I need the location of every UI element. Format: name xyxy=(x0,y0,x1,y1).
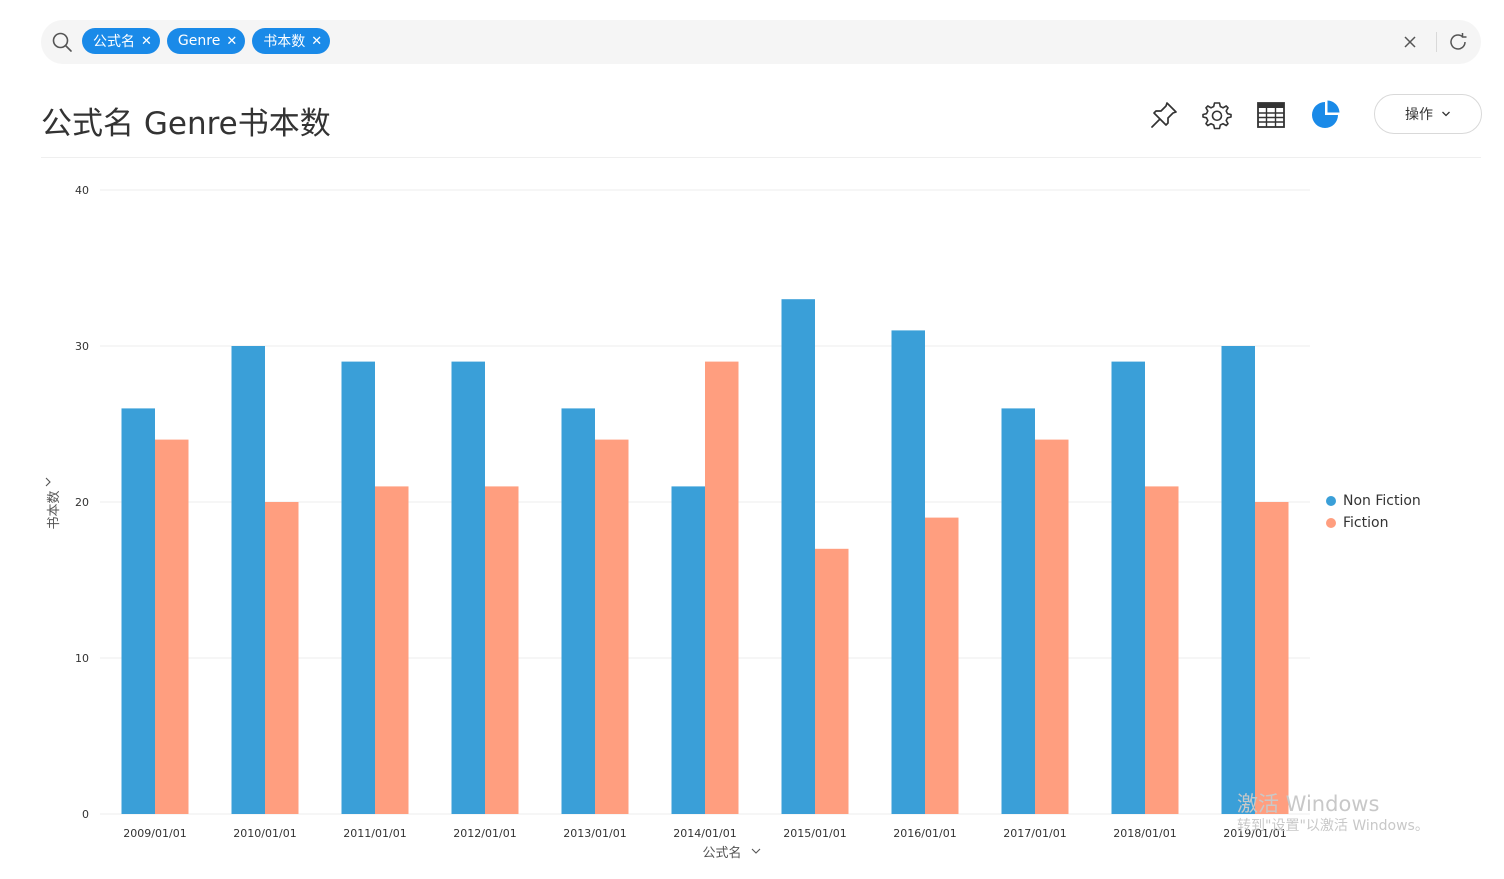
filter-chips: 公式名 ✕ Genre ✕ 书本数 ✕ xyxy=(82,28,331,54)
bar-fiction[interactable] xyxy=(705,361,739,814)
y-axis-title: 书本数 xyxy=(47,490,62,529)
bar-non-fiction[interactable] xyxy=(231,346,266,814)
x-axis-ticks: 2009/01/01 2010/01/01 2011/01/01 2012/01/01… xyxy=(123,827,1286,840)
filter-chip[interactable]: 公式名 ✕ xyxy=(82,28,160,54)
legend-swatch xyxy=(1326,496,1336,506)
x-tick-label: 2011/01/01 xyxy=(343,827,406,840)
chip-close-icon[interactable]: ✕ xyxy=(141,33,152,49)
x-tick-label: 2015/01/01 xyxy=(783,827,846,840)
bar-non-fiction[interactable] xyxy=(781,299,816,814)
chip-label: Genre xyxy=(177,33,221,49)
x-axis-title: 公式名 xyxy=(702,845,741,861)
chip-label: 书本数 xyxy=(263,34,306,50)
pin-button[interactable] xyxy=(1148,99,1180,131)
x-tick-label: 2019/01/01 xyxy=(1223,827,1286,840)
action-dropdown-button[interactable]: 操作 xyxy=(1374,94,1482,134)
bars xyxy=(121,299,1289,814)
y-tick-label: 20 xyxy=(75,496,89,509)
x-tick-label: 2014/01/01 xyxy=(673,827,736,840)
page-title: 公式名 Genre书本数 xyxy=(41,106,331,142)
bar-fiction[interactable] xyxy=(1145,486,1179,814)
bar-non-fiction[interactable] xyxy=(671,486,706,814)
x-tick-label: 2017/01/01 xyxy=(1003,827,1066,840)
pin-icon xyxy=(1151,102,1177,128)
bar-non-fiction[interactable] xyxy=(121,408,156,814)
bar-non-fiction[interactable] xyxy=(561,408,596,814)
y-axis-title-group[interactable]: 书本数 xyxy=(45,477,62,530)
search-icon[interactable] xyxy=(51,31,73,53)
bar-fiction[interactable] xyxy=(815,548,849,814)
pie-chart-icon xyxy=(1312,100,1340,128)
legend-label: Fiction xyxy=(1343,515,1389,531)
action-label: 操作 xyxy=(1405,107,1433,123)
y-axis-chevron-icon[interactable] xyxy=(45,477,51,487)
chart-view-button[interactable] xyxy=(1309,99,1341,131)
x-tick-label: 2012/01/01 xyxy=(453,827,516,840)
bar-non-fiction[interactable] xyxy=(1221,346,1256,814)
bar-fiction[interactable] xyxy=(925,517,959,814)
legend-item[interactable]: Fiction xyxy=(1326,512,1421,534)
chip-close-icon[interactable]: ✕ xyxy=(226,33,238,49)
bar-non-fiction[interactable] xyxy=(451,361,486,814)
bar-fiction[interactable] xyxy=(1255,502,1289,814)
settings-button[interactable] xyxy=(1201,99,1233,131)
filter-chip[interactable]: Genre ✕ xyxy=(166,28,246,54)
gear-icon xyxy=(1202,102,1232,130)
legend-label: Non Fiction xyxy=(1343,493,1421,509)
y-tick-label: 10 xyxy=(75,652,89,665)
bar-fiction[interactable] xyxy=(265,502,299,814)
x-axis-title-group[interactable]: 公式名 xyxy=(702,845,761,861)
chart-legend: Non Fiction Fiction xyxy=(1326,490,1421,534)
bar-fiction[interactable] xyxy=(1035,439,1069,814)
clear-icon[interactable] xyxy=(1401,33,1419,51)
bar-non-fiction[interactable] xyxy=(1001,408,1036,814)
bar-fiction[interactable] xyxy=(485,486,519,814)
search-bar[interactable]: 公式名 ✕ Genre ✕ 书本数 ✕ xyxy=(41,20,1481,64)
chip-label: 公式名 xyxy=(93,34,135,50)
y-tick-label: 0 xyxy=(82,808,89,821)
x-tick-label: 2009/01/01 xyxy=(123,827,186,840)
x-tick-label: 2010/01/01 xyxy=(233,827,296,840)
refresh-icon[interactable] xyxy=(1447,31,1469,53)
bar-non-fiction[interactable] xyxy=(1111,361,1146,814)
bar-fiction[interactable] xyxy=(375,486,409,814)
table-view-button[interactable] xyxy=(1255,99,1287,131)
table-icon xyxy=(1257,102,1285,128)
bar-fiction[interactable] xyxy=(155,439,189,814)
chevron-down-icon xyxy=(1442,111,1450,117)
legend-swatch xyxy=(1326,518,1336,528)
y-tick-label: 40 xyxy=(75,184,89,197)
header-divider xyxy=(41,157,1481,158)
bar-non-fiction[interactable] xyxy=(891,330,926,814)
x-tick-label: 2013/01/01 xyxy=(563,827,626,840)
y-axis-ticks: 0 10 20 30 40 xyxy=(75,184,89,821)
filter-chip[interactable]: 书本数 ✕ xyxy=(252,28,331,54)
search-divider xyxy=(1436,32,1437,52)
chip-close-icon[interactable]: ✕ xyxy=(311,33,323,49)
x-axis-chevron-icon[interactable] xyxy=(751,848,761,854)
bar-fiction[interactable] xyxy=(595,439,629,814)
legend-item[interactable]: Non Fiction xyxy=(1326,490,1421,512)
bar-non-fiction[interactable] xyxy=(341,361,376,814)
x-tick-label: 2018/01/01 xyxy=(1113,827,1176,840)
x-tick-label: 2016/01/01 xyxy=(893,827,956,840)
y-tick-label: 30 xyxy=(75,340,89,353)
